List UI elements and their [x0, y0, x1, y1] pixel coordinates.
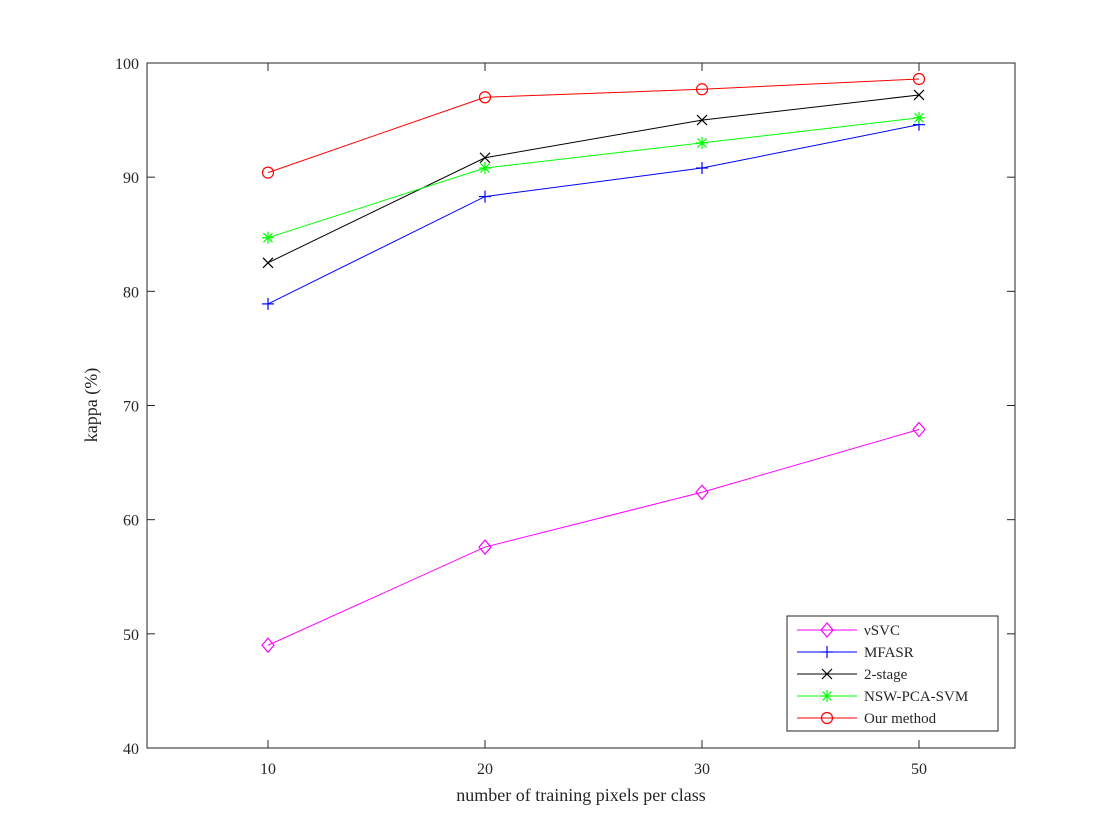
legend-label: νSVC [864, 623, 900, 639]
series-line [267, 124, 920, 305]
series-plus [262, 118, 925, 310]
legend-label: NSW-PCA-SVM [864, 689, 968, 705]
legend-label: Our method [864, 711, 937, 727]
circle-marker [695, 83, 709, 96]
legend-item: νSVC [797, 622, 900, 639]
plus-marker [821, 646, 833, 658]
series-line [267, 78, 920, 174]
y-axis-ticks: 40 50 60 70 80 90 100 [115, 56, 1015, 758]
series-circle [261, 72, 926, 179]
legend-item: 2-stage [797, 667, 908, 683]
y-tick-label: 70 [123, 399, 139, 416]
y-tick-label: 80 [123, 284, 139, 301]
cross-marker [262, 257, 274, 269]
diamond-marker [820, 622, 834, 638]
diamond-marker [695, 484, 709, 501]
y-axis-label: kappa (%) [81, 368, 102, 442]
cross-marker [479, 152, 491, 164]
y-tick-label: 90 [123, 170, 139, 187]
diamond-marker [912, 421, 926, 438]
x-tick-label: 30 [694, 761, 710, 778]
x-tick-label: 10 [260, 761, 276, 778]
legend-items: νSVC MFASR 2-stage NSW-PCA-SVM Our method [797, 622, 968, 727]
x-tick-label: 50 [911, 761, 927, 778]
series-diamond [261, 421, 926, 654]
star-marker [262, 231, 274, 244]
legend: νSVC MFASR 2-stage NSW-PCA-SVM Our method [786, 615, 999, 732]
series-line [267, 94, 920, 264]
cross-marker [821, 668, 833, 680]
circle-marker [478, 91, 492, 104]
series-cross [262, 89, 925, 269]
y-tick-label: 40 [123, 741, 139, 758]
series-layer [261, 72, 926, 654]
x-axis-ticks: 10 20 30 50 [260, 63, 927, 778]
circle-marker [820, 711, 834, 725]
legend-item: Our method [797, 711, 937, 727]
cross-marker [696, 114, 708, 126]
series-star [262, 111, 925, 244]
plus-marker [696, 162, 708, 175]
star-marker [821, 690, 833, 702]
legend-item: NSW-PCA-SVM [797, 689, 968, 705]
series-line [267, 428, 920, 646]
x-axis-label: number of training pixels per class [456, 785, 705, 805]
star-marker [913, 111, 925, 124]
y-tick-label: 50 [123, 627, 139, 644]
y-tick-label: 60 [123, 513, 139, 530]
plus-marker [479, 190, 491, 203]
cross-marker [913, 89, 925, 101]
y-tick-label: 100 [115, 56, 139, 73]
legend-item: MFASR [797, 645, 914, 661]
star-marker [479, 162, 491, 175]
series-line [267, 117, 920, 239]
star-marker [696, 136, 708, 149]
diamond-marker [478, 539, 492, 555]
circle-marker [261, 166, 275, 179]
legend-label: MFASR [864, 645, 914, 661]
x-tick-label: 20 [477, 761, 493, 778]
diamond-marker [261, 637, 275, 654]
plus-marker [262, 297, 274, 310]
circle-marker [912, 72, 926, 86]
legend-label: 2-stage [864, 667, 908, 683]
